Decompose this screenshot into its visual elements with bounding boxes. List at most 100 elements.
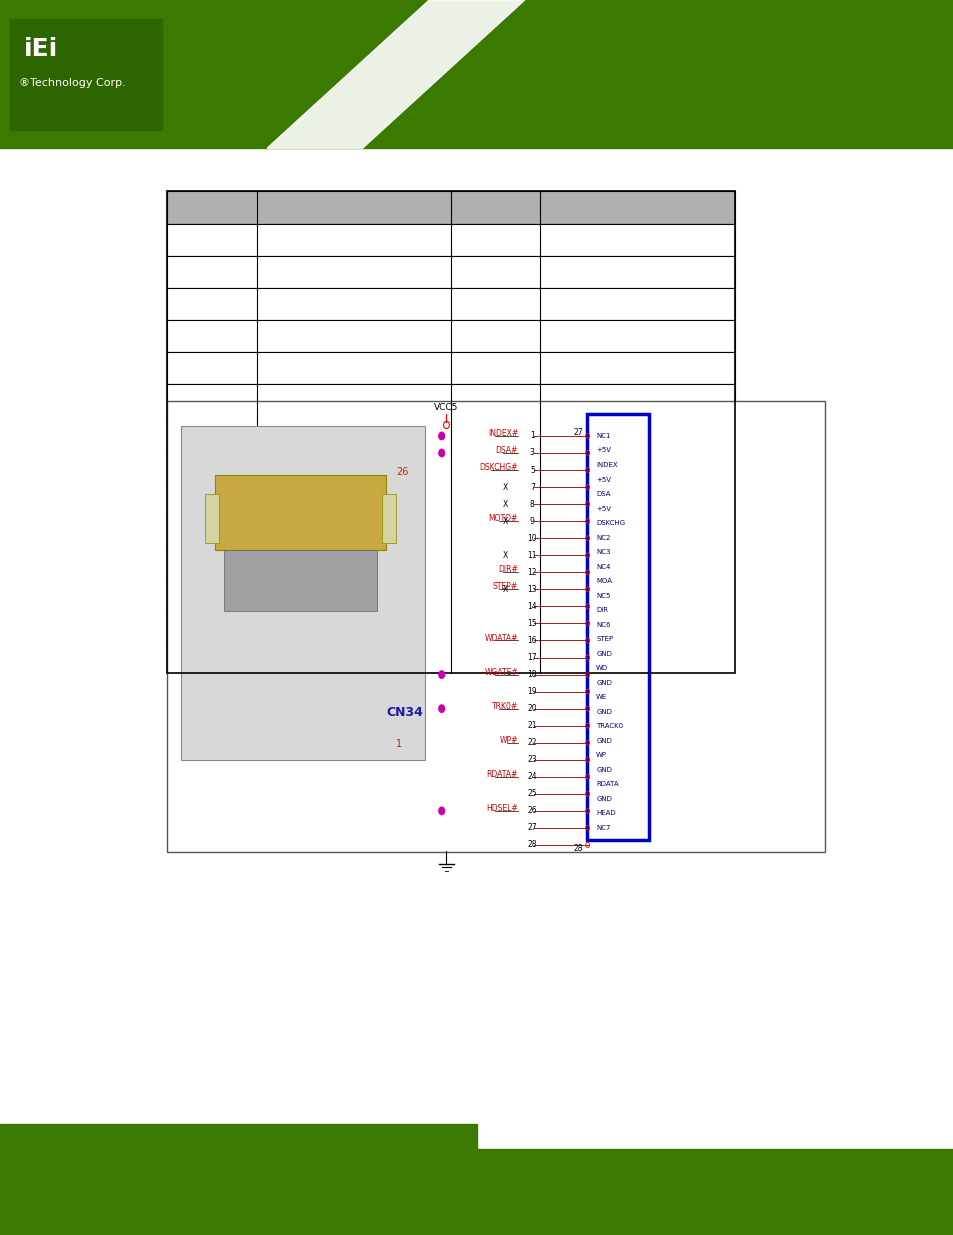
Bar <box>381 494 395 543</box>
Circle shape <box>438 808 444 815</box>
Text: 5: 5 <box>529 466 535 474</box>
Text: TRK0#: TRK0# <box>491 701 517 710</box>
Text: DSKCHG: DSKCHG <box>596 520 625 526</box>
Text: 27: 27 <box>573 427 582 437</box>
Bar <box>167 320 734 352</box>
Text: 23: 23 <box>527 756 537 764</box>
Circle shape <box>438 705 444 713</box>
Bar <box>167 288 734 320</box>
Text: GND: GND <box>596 651 612 657</box>
Bar <box>167 513 734 545</box>
Bar <box>181 426 424 760</box>
Text: WP#: WP# <box>499 736 517 745</box>
Text: NC7: NC7 <box>596 825 610 831</box>
Text: 26: 26 <box>395 468 408 478</box>
Text: DIR#: DIR# <box>497 566 517 574</box>
Bar <box>167 191 734 673</box>
Text: 8: 8 <box>530 500 534 509</box>
Bar <box>167 191 734 224</box>
Text: HEAD: HEAD <box>596 810 616 816</box>
Text: 3: 3 <box>529 448 535 457</box>
Text: iEi: iEi <box>24 37 58 61</box>
Bar <box>224 550 376 611</box>
Bar <box>167 480 734 513</box>
Text: 25: 25 <box>527 789 537 798</box>
Text: WP: WP <box>596 752 607 758</box>
Bar <box>167 384 734 416</box>
Text: 17: 17 <box>527 653 537 662</box>
Text: X: X <box>502 500 508 509</box>
Text: WE: WE <box>596 694 607 700</box>
Text: GND: GND <box>596 737 612 743</box>
Text: X: X <box>502 516 508 526</box>
Text: 28: 28 <box>573 845 582 853</box>
Text: 1: 1 <box>530 431 534 441</box>
Bar <box>167 224 734 256</box>
Text: +5V: +5V <box>596 477 611 483</box>
Text: 13: 13 <box>527 585 537 594</box>
Bar <box>0 0 953 148</box>
Bar <box>0 1149 953 1235</box>
Bar <box>214 475 386 550</box>
Text: 28: 28 <box>527 841 537 850</box>
Bar <box>167 401 824 852</box>
Text: WD: WD <box>596 666 608 672</box>
Text: 14: 14 <box>527 601 537 611</box>
Text: DIR: DIR <box>596 608 608 613</box>
Text: 21: 21 <box>527 721 537 730</box>
Text: STEP#: STEP# <box>493 583 517 592</box>
Text: NC3: NC3 <box>596 550 610 555</box>
Bar <box>586 414 648 840</box>
Text: TRACK0: TRACK0 <box>596 724 622 730</box>
Text: NC1: NC1 <box>596 433 610 438</box>
Text: 15: 15 <box>527 619 537 627</box>
Text: RDATA: RDATA <box>596 782 618 788</box>
Text: MOA: MOA <box>596 578 612 584</box>
Bar <box>167 352 734 384</box>
Text: INDEX: INDEX <box>596 462 618 468</box>
Text: 9: 9 <box>529 516 535 526</box>
Bar <box>10 19 162 130</box>
Text: ®Technology Corp.: ®Technology Corp. <box>19 79 126 89</box>
Text: 26: 26 <box>527 806 537 815</box>
Text: NC6: NC6 <box>596 621 610 627</box>
Text: 10: 10 <box>527 534 537 542</box>
Bar <box>167 545 734 577</box>
Bar <box>167 609 734 641</box>
Bar <box>167 577 734 609</box>
Text: CN34: CN34 <box>386 706 423 719</box>
Text: VCC5: VCC5 <box>434 403 458 412</box>
Text: X: X <box>502 585 508 594</box>
Circle shape <box>438 450 444 457</box>
Text: 1: 1 <box>395 740 401 750</box>
Text: 11: 11 <box>527 551 537 559</box>
Text: 24: 24 <box>527 772 537 782</box>
Bar <box>167 641 734 673</box>
Text: GND: GND <box>596 767 612 773</box>
Text: 27: 27 <box>527 824 537 832</box>
Circle shape <box>438 432 444 440</box>
Text: WGATE#: WGATE# <box>484 668 517 677</box>
Text: GND: GND <box>596 709 612 715</box>
Text: NC2: NC2 <box>596 535 610 541</box>
Text: DSA#: DSA# <box>496 446 517 454</box>
Text: WDATA#: WDATA# <box>484 634 517 642</box>
Text: 22: 22 <box>527 739 537 747</box>
Text: 19: 19 <box>527 687 537 697</box>
Polygon shape <box>267 0 524 148</box>
Circle shape <box>438 671 444 678</box>
Text: NC5: NC5 <box>596 593 610 599</box>
Text: STEP: STEP <box>596 636 613 642</box>
Text: GND: GND <box>596 795 612 802</box>
Text: DSA: DSA <box>596 492 610 496</box>
Text: INDEX#: INDEX# <box>487 429 517 438</box>
Text: X: X <box>502 551 508 559</box>
Text: MOTO#: MOTO# <box>488 514 517 524</box>
Text: DSKCHG#: DSKCHG# <box>479 463 517 472</box>
Text: NC4: NC4 <box>596 563 610 569</box>
Text: 18: 18 <box>527 671 537 679</box>
Text: +5V: +5V <box>596 505 611 511</box>
Text: 16: 16 <box>527 636 537 645</box>
Bar <box>167 416 734 448</box>
Bar <box>0 1124 476 1173</box>
